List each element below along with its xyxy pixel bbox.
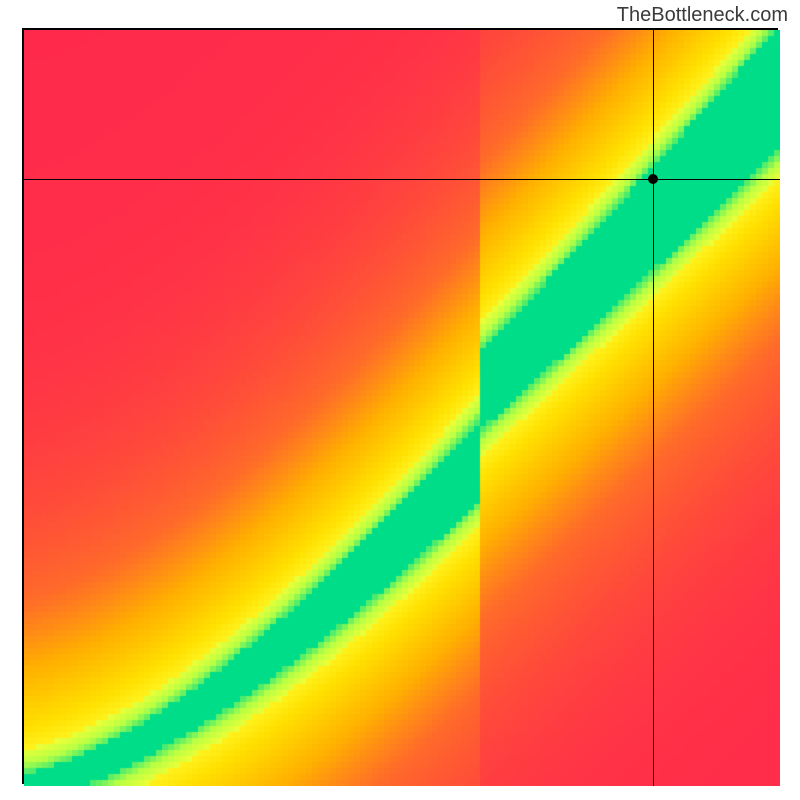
heatmap-canvas: [24, 30, 780, 786]
crosshair-vertical: [653, 30, 654, 786]
plot-area: [22, 28, 778, 784]
crosshair-horizontal: [24, 179, 780, 180]
crosshair-marker-icon: [648, 174, 658, 184]
chart-container: TheBottleneck.com: [0, 0, 800, 800]
watermark-text: TheBottleneck.com: [617, 4, 788, 27]
